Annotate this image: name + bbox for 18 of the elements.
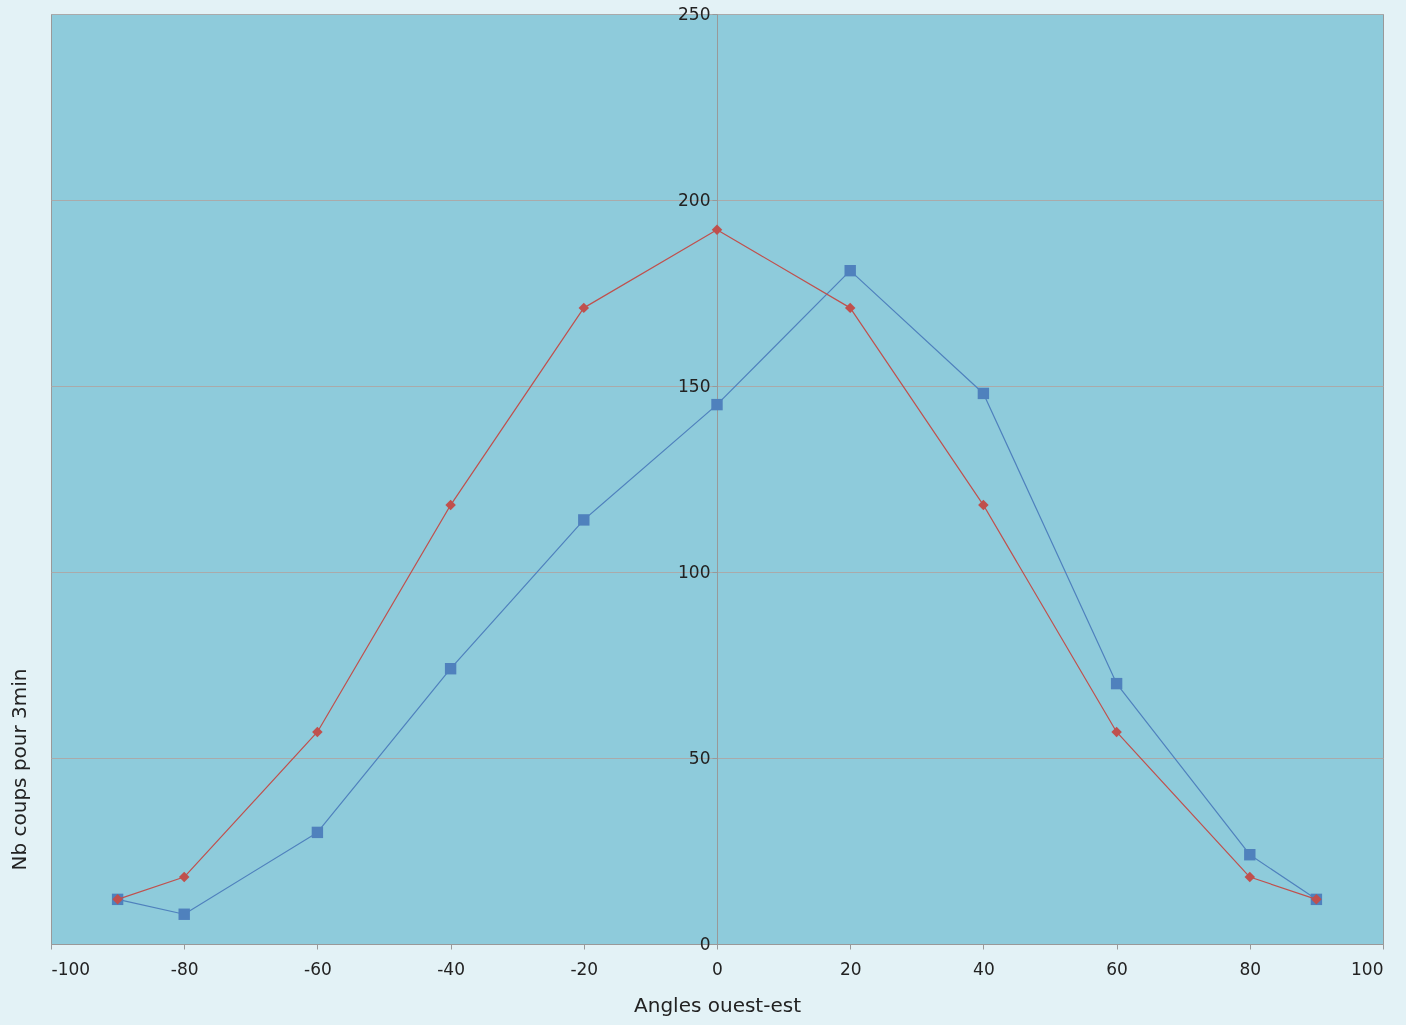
x-tick-label: 100: [1351, 958, 1384, 979]
x-tick-label: 80: [1239, 958, 1262, 979]
x-tick-label: 20: [839, 958, 862, 979]
y-tick-label: 0: [699, 933, 711, 954]
x-tick-label: -80: [170, 958, 199, 979]
x-tick-label: -60: [304, 958, 332, 979]
x-axis-title: Angles ouest-est: [634, 992, 802, 1017]
x-tick-label: 40: [973, 958, 995, 979]
y-tick-label: 200: [678, 189, 711, 210]
y-tick-label: 250: [678, 3, 711, 24]
x-tick-label: -40: [437, 958, 465, 979]
x-tick-label: -100: [51, 958, 91, 979]
y-tick-label: 50: [688, 747, 711, 768]
x-tick-label: 60: [1106, 958, 1128, 979]
x-tick-label: -20: [570, 958, 599, 979]
y-tick-label: 100: [678, 561, 711, 582]
y-axis-title: Nb coups pour 3min: [6, 668, 31, 871]
y-tick-label: 150: [678, 375, 711, 396]
